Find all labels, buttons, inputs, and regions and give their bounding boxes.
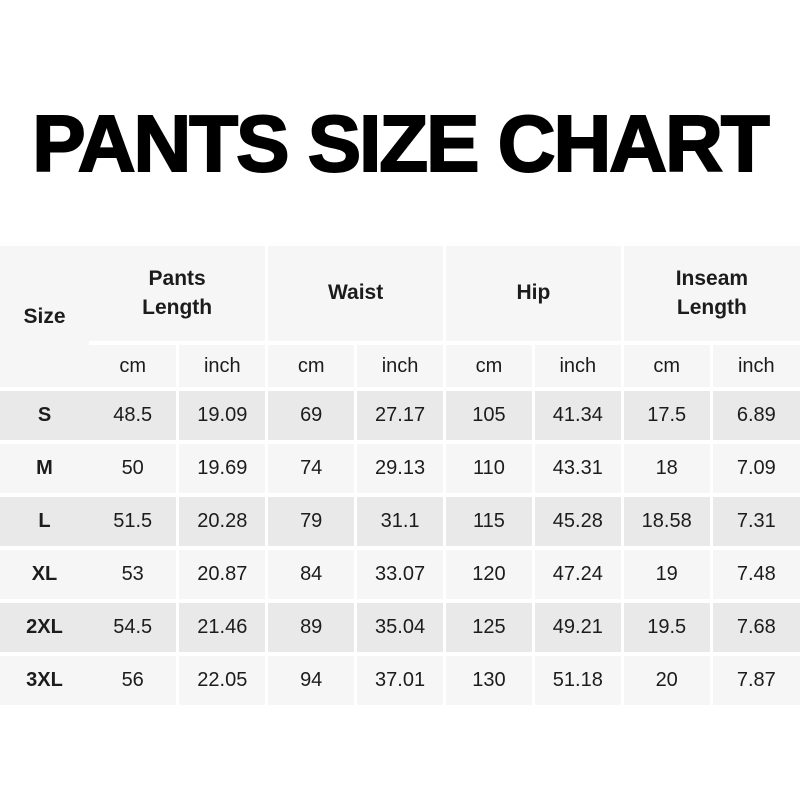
size-chart-table: Size Pants Length Waist Hip Inseam Lengt… (0, 246, 800, 709)
table-row-s: S 48.5 19.09 69 27.17 105 41.34 17.5 6.8… (0, 389, 800, 444)
value-cell: 7.48 (709, 548, 800, 603)
value-cell: 48.5 (89, 389, 178, 444)
value-cell: 27.17 (354, 389, 445, 444)
row-size-label: L (0, 495, 89, 550)
value-cell: 110 (443, 442, 534, 497)
unit-header-inch: inch (176, 343, 267, 391)
column-group-label: Hip (516, 281, 551, 305)
table-header: Size Pants Length Waist Hip Inseam Lengt… (0, 246, 800, 391)
value-cell: 115 (443, 495, 534, 550)
value-cell: 19.69 (176, 442, 267, 497)
unit-header-cm: cm (89, 343, 178, 391)
value-cell: 50 (89, 442, 178, 497)
value-cell: 84 (265, 548, 356, 603)
unit-header-cm: cm (443, 343, 534, 391)
value-cell: 29.13 (354, 442, 445, 497)
value-cell: 7.31 (709, 495, 800, 550)
column-group-pants-length: Pants Length (89, 246, 267, 345)
value-cell: 20.87 (176, 548, 267, 603)
value-cell: 69 (265, 389, 356, 444)
value-cell: 51.18 (531, 654, 623, 709)
value-cell: 45.28 (531, 495, 623, 550)
unit-header-inch: inch (531, 343, 623, 391)
value-cell: 7.87 (709, 654, 800, 709)
value-cell: 43.31 (531, 442, 623, 497)
value-cell: 54.5 (89, 601, 178, 656)
row-size-label: XL (0, 548, 89, 603)
value-cell: 17.5 (620, 389, 712, 444)
column-group-waist: Waist (265, 246, 445, 345)
value-cell: 7.09 (709, 442, 800, 497)
value-cell: 79 (265, 495, 356, 550)
table-row-l: L 51.5 20.28 79 31.1 115 45.28 18.58 7.3… (0, 495, 800, 550)
row-size-label: S (0, 389, 89, 444)
value-cell: 120 (443, 548, 534, 603)
value-cell: 89 (265, 601, 356, 656)
value-cell: 56 (89, 654, 178, 709)
table-row-xl: XL 53 20.87 84 33.07 120 47.24 19 7.48 (0, 548, 800, 603)
value-cell: 47.24 (531, 548, 623, 603)
value-cell: 94 (265, 654, 356, 709)
column-group-inseam-length: Inseam Length (620, 246, 800, 345)
column-group-label: Pants Length (142, 267, 213, 319)
unit-header-inch: inch (354, 343, 445, 391)
value-cell: 18.58 (620, 495, 712, 550)
value-cell: 49.21 (531, 601, 623, 656)
page-title: PANTS SIZE CHART (31, 98, 770, 189)
column-group-label: Waist (328, 281, 384, 305)
value-cell: 41.34 (531, 389, 623, 444)
unit-header-cm: cm (265, 343, 356, 391)
value-cell: 33.07 (354, 548, 445, 603)
unit-header-row: cm inch cm inch cm inch cm inch (0, 343, 800, 391)
value-cell: 22.05 (176, 654, 267, 709)
value-cell: 125 (443, 601, 534, 656)
table-row-2xl: 2XL 54.5 21.46 89 35.04 125 49.21 19.5 7… (0, 601, 800, 656)
value-cell: 18 (620, 442, 712, 497)
table-row-m: M 50 19.69 74 29.13 110 43.31 18 7.09 (0, 442, 800, 497)
table-body: S 48.5 19.09 69 27.17 105 41.34 17.5 6.8… (0, 389, 800, 709)
value-cell: 19.5 (620, 601, 712, 656)
column-header-size: Size (0, 246, 89, 391)
value-cell: 51.5 (89, 495, 178, 550)
value-cell: 6.89 (709, 389, 800, 444)
value-cell: 53 (89, 548, 178, 603)
unit-header-cm: cm (620, 343, 712, 391)
column-group-hip: Hip (443, 246, 623, 345)
value-cell: 20 (620, 654, 712, 709)
value-cell: 31.1 (354, 495, 445, 550)
value-cell: 19 (620, 548, 712, 603)
unit-header-inch: inch (709, 343, 800, 391)
value-cell: 37.01 (354, 654, 445, 709)
value-cell: 21.46 (176, 601, 267, 656)
value-cell: 130 (443, 654, 534, 709)
value-cell: 74 (265, 442, 356, 497)
value-cell: 35.04 (354, 601, 445, 656)
row-size-label: 2XL (0, 601, 89, 656)
group-header-row: Size Pants Length Waist Hip Inseam Lengt… (0, 246, 800, 391)
value-cell: 20.28 (176, 495, 267, 550)
row-size-label: 3XL (0, 654, 89, 709)
table-row-3xl: 3XL 56 22.05 94 37.01 130 51.18 20 7.87 (0, 654, 800, 709)
value-cell: 19.09 (176, 389, 267, 444)
row-size-label: M (0, 442, 89, 497)
value-cell: 105 (443, 389, 534, 444)
value-cell: 7.68 (709, 601, 800, 656)
column-group-label: Inseam Length (675, 267, 749, 319)
